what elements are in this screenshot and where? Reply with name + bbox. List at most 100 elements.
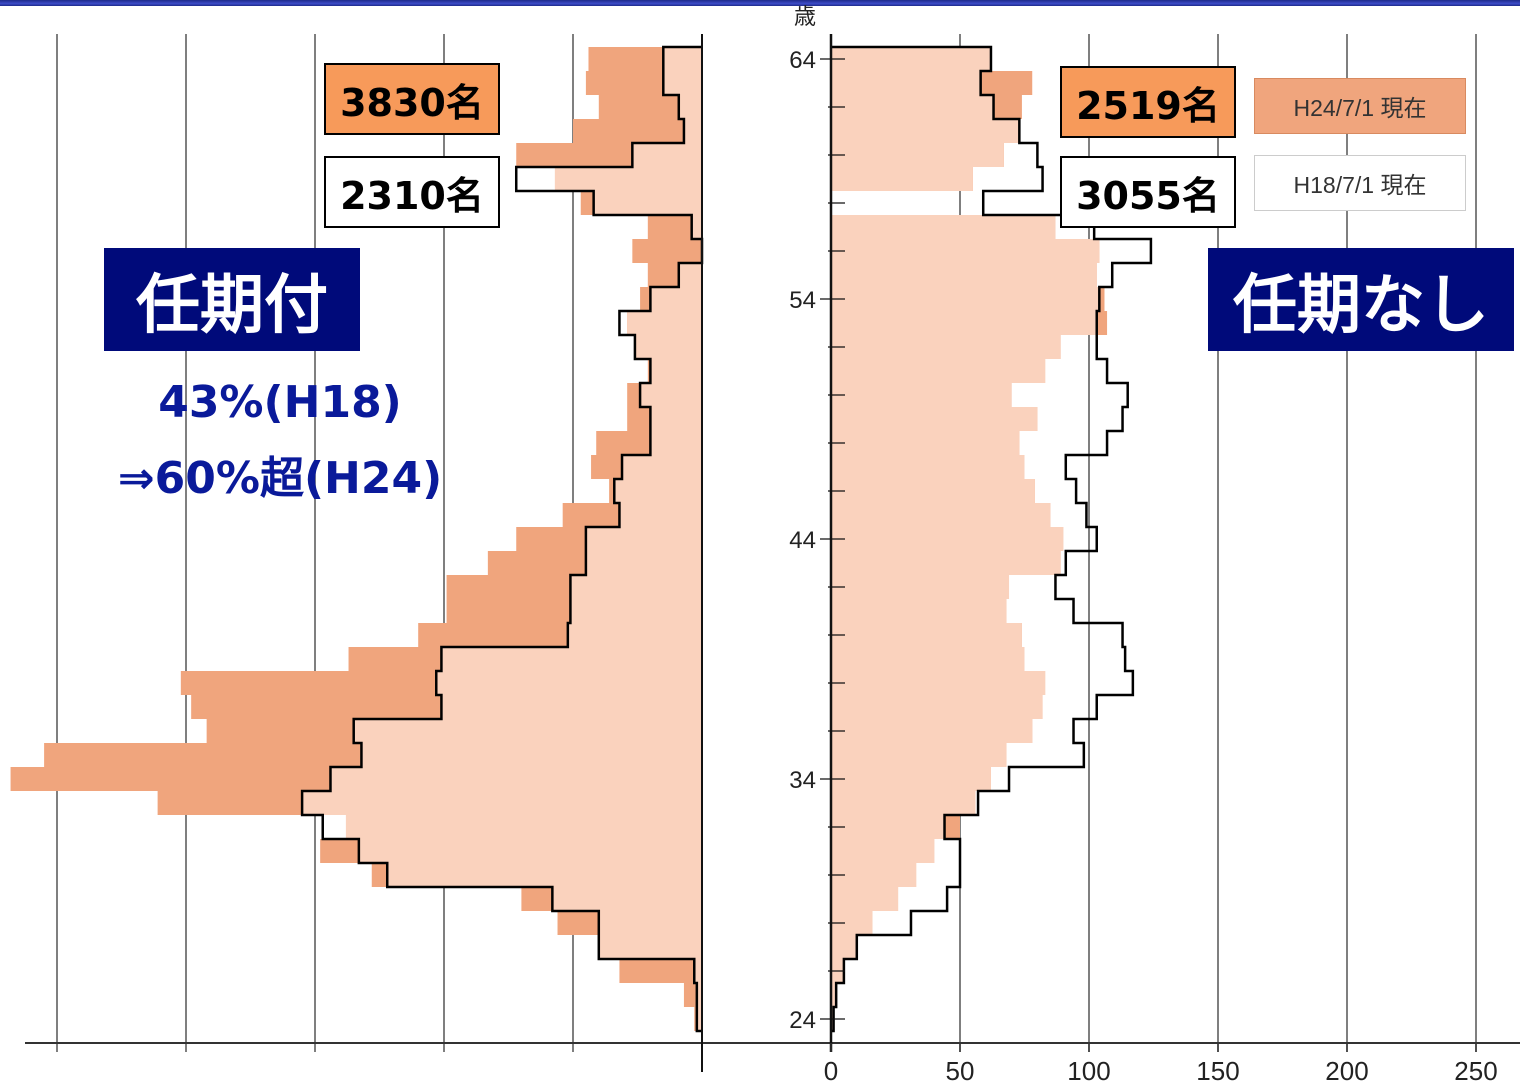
- right-overlap-bar: [831, 623, 1022, 647]
- left-overlap-bar: [353, 719, 702, 743]
- right-overlap-bar: [831, 575, 1010, 599]
- right-overlap-bar: [831, 743, 1007, 767]
- right-overlap-bar: [831, 671, 1046, 695]
- right-overlap-bar: [831, 599, 1007, 623]
- left-overlap-bar: [650, 431, 702, 455]
- right-overlap-bar: [831, 455, 1025, 479]
- top-banner-bar: [0, 0, 1520, 6]
- right-past-total-label: 3055名: [1060, 156, 1236, 228]
- left-overlap-bar: [441, 695, 702, 719]
- left-overlap-bar: [552, 887, 702, 911]
- right-overlap-bar: [831, 95, 994, 119]
- x-tick-label: 200: [1325, 1056, 1368, 1083]
- left-overlap-bar: [650, 407, 702, 431]
- right-overlap-bar: [831, 863, 917, 887]
- left-overlap-bar: [441, 647, 702, 671]
- right-overlap-bar: [831, 647, 1025, 671]
- age-tick-label: 44: [789, 527, 816, 554]
- left-overlap-bar: [696, 1007, 702, 1031]
- right-overlap-bar: [831, 287, 1100, 311]
- left-overlap-bar: [387, 863, 702, 887]
- age-unit-label: 歳: [794, 5, 816, 30]
- left-overlap-bar: [627, 311, 702, 335]
- left-overlap-bar: [361, 743, 702, 767]
- x-tick-label: 100: [1067, 1056, 1110, 1083]
- left-h24-bar: [632, 239, 702, 263]
- right-overlap-bar: [831, 431, 1020, 455]
- x-tick-label: 250: [1454, 1056, 1497, 1083]
- right-overlap-bar: [831, 263, 1097, 287]
- right-overlap-bar: [831, 551, 1061, 575]
- left-overlap-bar: [593, 191, 702, 215]
- left-overlap-bar: [570, 599, 702, 623]
- right-overlap-bar: [831, 167, 973, 191]
- right-overlap-bar: [831, 143, 1004, 167]
- right-overlap-bar: [831, 47, 991, 71]
- right-current-total-label: 2519名: [1060, 66, 1236, 138]
- left-overlap-bar: [598, 935, 702, 959]
- right-overlap-bar: [831, 791, 976, 815]
- left-overlap-bar: [619, 503, 702, 527]
- right-overlap-bar: [831, 767, 991, 791]
- left-h18-outline: [300, 45, 704, 1033]
- left-overlap-bar: [650, 359, 702, 383]
- right-overlap-bar: [831, 335, 1061, 359]
- left-overlap-bar: [554, 167, 702, 191]
- left-overlap-bar: [585, 551, 702, 575]
- left-overlap-bar: [634, 335, 702, 359]
- left-overlap-bar: [622, 455, 702, 479]
- left-overlap-bar: [567, 623, 702, 647]
- left-current-total-label: 3830名: [324, 63, 500, 135]
- right-panel-title: 任期なし: [1208, 248, 1514, 351]
- left-overlap-bar: [650, 287, 702, 311]
- right-overlap-bar: [831, 839, 935, 863]
- age-tick-label: 34: [789, 767, 816, 794]
- right-overlap-bar: [831, 119, 1020, 143]
- right-overlap-bar: [831, 983, 837, 1007]
- right-overlap-bar: [831, 695, 1043, 719]
- left-overlap-bar: [358, 839, 702, 863]
- left-overlap-bar: [683, 119, 702, 143]
- right-overlap-bar: [831, 383, 1012, 407]
- ratio-note-line1: 43%(H18): [158, 377, 402, 428]
- left-overlap-bar: [436, 671, 702, 695]
- right-h18-outline: [831, 45, 1153, 1033]
- right-overlap-bar: [831, 935, 857, 959]
- age-tick-label: 24: [789, 1007, 816, 1034]
- x-tick-label: 0: [824, 1056, 838, 1083]
- right-overlap-bar: [831, 479, 1035, 503]
- left-overlap-bar: [598, 911, 702, 935]
- legend-current: H24/7/1 現在: [1254, 78, 1466, 134]
- x-tick-label: 150: [1196, 1056, 1239, 1083]
- left-overlap-bar: [570, 575, 702, 599]
- left-overlap-bar: [678, 263, 702, 287]
- age-tick-label: 64: [789, 47, 816, 74]
- left-panel-title: 任期付: [104, 248, 360, 351]
- right-overlap-bar: [831, 407, 1038, 431]
- left-overlap-bar: [302, 791, 702, 815]
- left-overlap-bar: [694, 959, 702, 983]
- left-overlap-bar: [691, 215, 702, 239]
- right-overlap-bar: [831, 215, 1056, 239]
- left-overlap-bar: [585, 527, 702, 551]
- left-overlap-bar: [345, 815, 702, 839]
- left-overlap-bar: [614, 479, 702, 503]
- left-h24-bar: [573, 119, 702, 143]
- left-overlap-bar: [663, 47, 702, 71]
- right-overlap-bar: [831, 815, 945, 839]
- ratio-note-line2: ⇒60%超(H24): [117, 453, 443, 504]
- left-past-total-label: 2310名: [324, 156, 500, 228]
- left-overlap-bar: [696, 983, 702, 1007]
- right-overlap-bar: [831, 71, 981, 95]
- left-h24-bar: [619, 959, 702, 983]
- left-overlap-bar: [330, 767, 702, 791]
- right-overlap-bar: [831, 719, 1033, 743]
- right-overlap-bar: [831, 527, 1064, 551]
- right-overlap-bar: [831, 239, 1100, 263]
- left-overlap-bar: [640, 383, 702, 407]
- left-overlap-bar: [663, 71, 702, 95]
- right-overlap-bar: [831, 311, 1097, 335]
- left-overlap-bar: [632, 143, 702, 167]
- legend-past: H18/7/1 現在: [1254, 155, 1466, 211]
